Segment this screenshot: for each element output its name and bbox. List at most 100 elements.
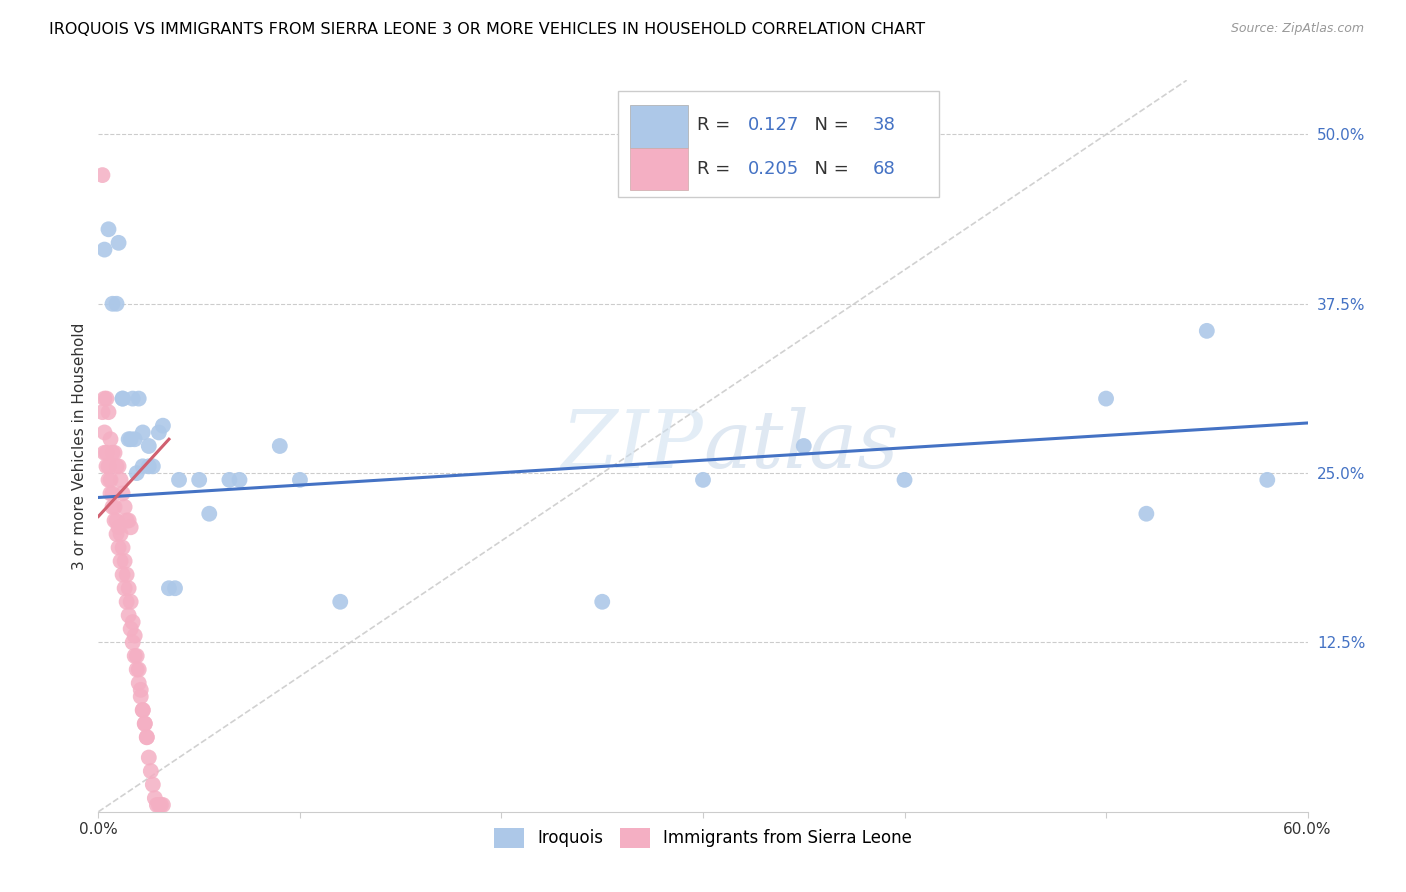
Point bbox=[893, 473, 915, 487]
Point bbox=[152, 797, 174, 812]
Point bbox=[101, 500, 124, 514]
Point bbox=[128, 676, 150, 690]
Point bbox=[134, 716, 156, 731]
Point bbox=[129, 690, 152, 704]
Point bbox=[1256, 473, 1278, 487]
Point bbox=[107, 541, 129, 555]
Point bbox=[167, 473, 190, 487]
Text: 0.205: 0.205 bbox=[748, 160, 799, 178]
Point bbox=[97, 405, 120, 419]
Point bbox=[125, 648, 148, 663]
Point bbox=[97, 459, 120, 474]
Point bbox=[93, 446, 115, 460]
Text: atlas: atlas bbox=[703, 408, 898, 484]
Point bbox=[93, 243, 115, 257]
Point bbox=[93, 392, 115, 406]
Point bbox=[198, 507, 221, 521]
Point bbox=[591, 595, 613, 609]
Point bbox=[111, 567, 134, 582]
Point bbox=[128, 663, 150, 677]
Point bbox=[228, 473, 250, 487]
Point bbox=[107, 235, 129, 250]
Point bbox=[115, 514, 138, 528]
Point bbox=[118, 608, 141, 623]
Point bbox=[93, 425, 115, 440]
FancyBboxPatch shape bbox=[619, 91, 939, 197]
Point bbox=[157, 581, 180, 595]
Point bbox=[121, 635, 143, 649]
Point bbox=[128, 392, 150, 406]
Point bbox=[149, 797, 172, 812]
Point bbox=[103, 500, 125, 514]
Point bbox=[100, 486, 122, 500]
Point bbox=[218, 473, 240, 487]
Point bbox=[101, 297, 124, 311]
Point bbox=[110, 554, 132, 568]
Point bbox=[114, 500, 136, 514]
Point bbox=[142, 778, 165, 792]
Point bbox=[114, 581, 136, 595]
Point bbox=[91, 405, 114, 419]
Text: 68: 68 bbox=[872, 160, 896, 178]
Point bbox=[329, 595, 352, 609]
Point bbox=[132, 459, 155, 474]
Point bbox=[1095, 392, 1118, 406]
Point bbox=[111, 392, 134, 406]
Point bbox=[101, 486, 124, 500]
Point bbox=[107, 459, 129, 474]
Text: 38: 38 bbox=[872, 116, 896, 134]
Point bbox=[120, 432, 142, 446]
Point bbox=[96, 446, 118, 460]
Text: N =: N = bbox=[803, 116, 855, 134]
Point bbox=[135, 730, 157, 744]
Point bbox=[125, 663, 148, 677]
Text: R =: R = bbox=[697, 116, 735, 134]
Point bbox=[107, 520, 129, 534]
Point bbox=[124, 629, 146, 643]
Point bbox=[269, 439, 291, 453]
Point bbox=[129, 682, 152, 697]
Point bbox=[132, 703, 155, 717]
Point bbox=[142, 459, 165, 474]
Point bbox=[138, 750, 160, 764]
Point bbox=[125, 466, 148, 480]
Point bbox=[152, 418, 174, 433]
Point bbox=[97, 473, 120, 487]
Point bbox=[105, 459, 128, 474]
Legend: Iroquois, Immigrants from Sierra Leone: Iroquois, Immigrants from Sierra Leone bbox=[488, 821, 918, 855]
Point bbox=[118, 432, 141, 446]
Y-axis label: 3 or more Vehicles in Household: 3 or more Vehicles in Household bbox=[72, 322, 87, 570]
Point bbox=[118, 581, 141, 595]
Point bbox=[146, 797, 169, 812]
FancyBboxPatch shape bbox=[630, 147, 689, 190]
Point bbox=[148, 797, 170, 812]
Point bbox=[793, 439, 815, 453]
Point bbox=[135, 730, 157, 744]
Text: N =: N = bbox=[803, 160, 855, 178]
Point bbox=[139, 764, 162, 778]
Point bbox=[163, 581, 186, 595]
Point bbox=[692, 473, 714, 487]
Point bbox=[138, 459, 160, 474]
Point bbox=[118, 514, 141, 528]
Point bbox=[105, 514, 128, 528]
Point bbox=[97, 222, 120, 236]
Text: IROQUOIS VS IMMIGRANTS FROM SIERRA LEONE 3 OR MORE VEHICLES IN HOUSEHOLD CORRELA: IROQUOIS VS IMMIGRANTS FROM SIERRA LEONE… bbox=[49, 22, 925, 37]
Text: Source: ZipAtlas.com: Source: ZipAtlas.com bbox=[1230, 22, 1364, 36]
Point bbox=[132, 703, 155, 717]
Text: R =: R = bbox=[697, 160, 735, 178]
Point bbox=[103, 446, 125, 460]
Point bbox=[120, 622, 142, 636]
Point bbox=[1195, 324, 1218, 338]
Point bbox=[103, 514, 125, 528]
Point bbox=[115, 567, 138, 582]
Point bbox=[124, 432, 146, 446]
Point bbox=[138, 439, 160, 453]
Point bbox=[101, 446, 124, 460]
Text: ZIP: ZIP bbox=[561, 408, 703, 484]
Point bbox=[134, 716, 156, 731]
Point bbox=[110, 527, 132, 541]
Point bbox=[120, 595, 142, 609]
Point bbox=[100, 473, 122, 487]
Text: 0.127: 0.127 bbox=[748, 116, 799, 134]
